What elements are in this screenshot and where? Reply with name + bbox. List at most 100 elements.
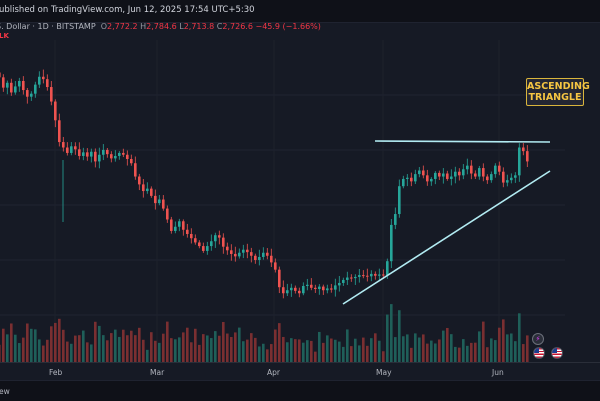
candle [390,224,393,262]
volume-bar [198,344,201,362]
volume-bar [354,338,357,362]
volume-bar [170,338,173,362]
candle [146,188,149,192]
x-tick-feb: Feb [49,368,63,377]
candle [6,82,9,88]
volume-bar [326,335,329,362]
candle [358,275,361,277]
close-value: 2,726.6 [222,22,253,31]
volume-bar [314,351,317,362]
candle [34,84,37,94]
candle [374,273,377,276]
volume-bar [418,337,421,362]
us-flag-icon[interactable] [533,347,545,359]
candle [86,152,89,157]
candle [482,168,485,177]
volume-bar [6,334,9,362]
volume-bar [194,328,197,362]
indicator-tag: LK [0,32,9,40]
candle [234,253,237,257]
candle [26,90,29,97]
volume-bar [178,337,181,362]
candle [90,151,93,157]
candle [162,199,165,209]
volume-bar [370,338,373,362]
volume-bar [342,346,345,362]
candle [30,93,33,97]
volume-bar [150,332,153,362]
candle [174,226,177,231]
candle [462,169,465,176]
volume-bar [202,334,205,362]
volume-bar [410,347,413,362]
candle [362,275,365,277]
candle [454,171,457,177]
volume-bar [286,342,289,362]
volume-bar [38,339,41,362]
volume-bar [294,339,297,362]
candle [0,72,1,78]
us-flag-icon[interactable] [551,347,563,359]
candle [310,284,313,288]
candle [10,82,13,93]
candle [286,290,289,294]
x-tick-mar: Mar [150,368,165,377]
candle [154,195,157,204]
volume-bar [322,342,325,362]
candle [50,87,53,102]
volume-bar [174,339,177,362]
candle [378,274,381,276]
candle [226,246,229,251]
volume-bar [118,336,121,362]
volume-bar [0,344,1,362]
candle [194,238,197,243]
candle [350,277,353,279]
candle [306,284,309,286]
legend-row[interactable]: S. Dollar · 1D · BITSTAMP O2,772.2 H2,78… [0,22,321,31]
time-axis[interactable]: Feb Mar Apr May Jun [0,362,600,381]
candle [366,275,369,277]
volume-bar [226,333,229,362]
candle [490,174,493,181]
volume-bar [186,327,189,362]
volume-bar [26,323,29,362]
volume-bar [382,351,385,362]
volume-bar [114,329,117,362]
volume-bar [22,337,25,362]
volume-bar [450,334,453,362]
low-label: L [179,22,184,31]
lightning-icon[interactable]: ⚡ [532,333,544,345]
volume-bar [458,347,461,362]
close-label: C [216,22,223,31]
volume-bar [74,335,77,362]
candle [62,142,65,148]
candle [74,146,77,150]
candle [294,287,297,291]
candle [238,252,241,257]
volume-bar [242,341,245,362]
volume-bar [134,335,137,362]
volume-bar [274,329,277,362]
candle [434,172,437,179]
volume-bar [126,335,129,362]
volume-bar [162,333,165,362]
candle [114,155,117,159]
volume-bar [438,339,441,362]
volume-bar [70,343,73,362]
volume-bar [14,334,17,362]
candle [510,177,513,181]
candle [214,235,217,242]
candle [254,255,257,260]
candle [138,176,141,185]
candle [54,101,57,121]
candle [330,288,333,290]
volume-bar [86,342,89,362]
candle [70,146,73,153]
candle [414,174,417,182]
candle [38,76,41,85]
candle [142,184,145,192]
volume-bar [378,340,381,362]
volume-bar [366,345,369,362]
symbol-label[interactable]: S. Dollar · 1D · BITSTAMP [0,22,96,31]
